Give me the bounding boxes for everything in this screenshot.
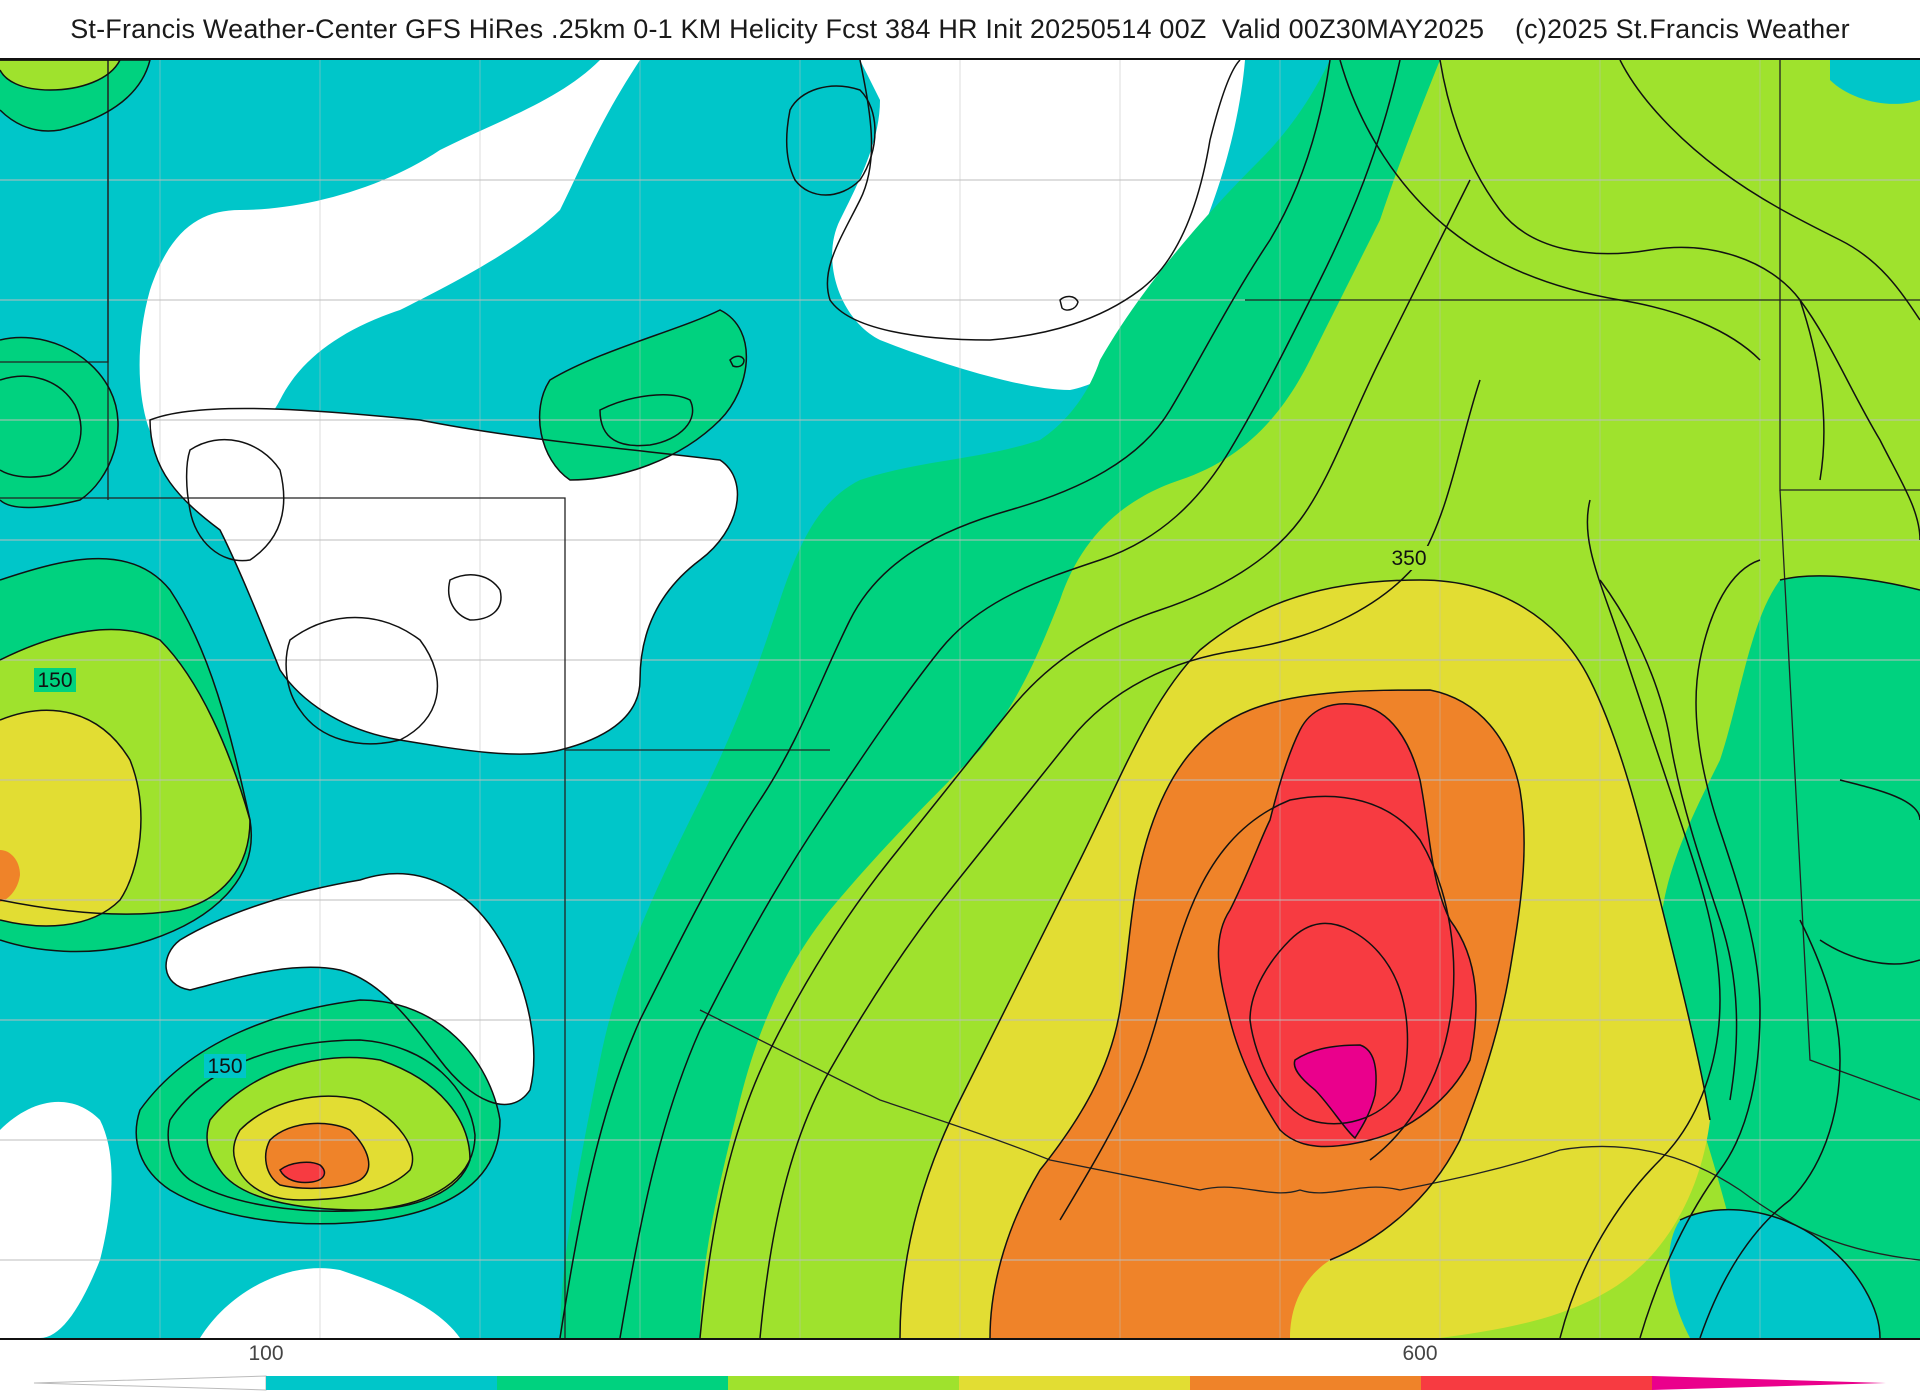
colorbar-high-extension [1652, 1376, 1886, 1390]
chart-title: St-Francis Weather-Center GFS HiRes .25k… [70, 13, 1850, 44]
colorbar-segment-6 [1421, 1376, 1652, 1390]
helicity-map: 350 150 150 [0, 60, 1920, 1338]
title-bar: St-Francis Weather-Center GFS HiRes .25k… [0, 0, 1920, 58]
helicity-band-400-west-edge [0, 850, 20, 902]
contour-labels: 350 150 150 [34, 546, 1430, 1078]
colorbar-tick-100: 100 [248, 1342, 284, 1365]
helicity-band-325-west [0, 710, 141, 926]
colorbar-tick-600: 600 [1402, 1342, 1438, 1365]
low-helicity-north [100, 60, 640, 460]
label-350-bg [1388, 546, 1430, 570]
colorbar-segment-1 [266, 1376, 497, 1390]
colorbar-bar [33, 1375, 1886, 1391]
contour-label-150-west: 150 [37, 669, 72, 692]
helicity-band-600 [1294, 1045, 1377, 1138]
helicity-band-175-northwest-cell [539, 310, 747, 480]
state-borders [0, 60, 1920, 1338]
low-helicity-south [200, 1268, 460, 1338]
colorbar-segment-2 [497, 1376, 728, 1390]
colorbar: 100 600 [0, 1340, 1920, 1400]
helicity-contours [0, 60, 1920, 1338]
label-150-south-bg [204, 1054, 246, 1078]
low-helicity-southwest-corner [0, 1101, 112, 1338]
contour-label-150-south: 150 [207, 1055, 242, 1078]
contour-label-350: 350 [1391, 547, 1426, 570]
helicity-band-250-nw [0, 60, 120, 90]
map-frame: 350 150 150 [0, 58, 1920, 1340]
label-150-west-bg [34, 668, 76, 692]
low-helicity-west [150, 408, 738, 755]
colorbar-low-extension [33, 1375, 267, 1391]
colorbar-segment-5 [1190, 1376, 1421, 1390]
county-borders [0, 60, 1920, 1338]
helicity-band-500 [1218, 703, 1476, 1147]
helicity-band-500-sw-cell [280, 1162, 325, 1183]
helicity-band-175-west [0, 337, 119, 508]
helicity-band-100-southeast [1669, 1209, 1880, 1338]
helicity-band-100-ne-corner [1830, 60, 1920, 104]
helicity-band-175-east [1660, 575, 1920, 1338]
colorbar-segment-4 [959, 1376, 1190, 1390]
colorbar-segment-3 [728, 1376, 959, 1390]
